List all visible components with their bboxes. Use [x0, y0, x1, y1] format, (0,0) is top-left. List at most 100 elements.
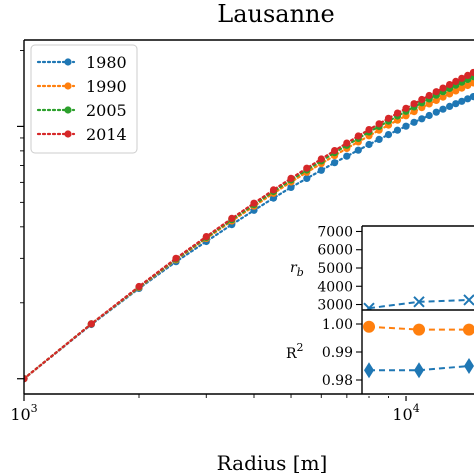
inset-r2-ylabel-sup: 2 [297, 341, 304, 354]
point-2014-1 [87, 320, 95, 328]
point-2014-0 [24, 375, 28, 383]
legend-label: 1990 [86, 77, 127, 96]
legend-marker [64, 130, 72, 138]
point-2014-10 [317, 155, 325, 163]
inset-rb-panel: 3000 4000 5000 6000 7000 rb [290, 224, 474, 314]
legend-entry-2005: 2005 [36, 101, 127, 120]
point-2014-25 [452, 77, 460, 85]
point-2014-8 [287, 174, 295, 182]
point-2014-12 [343, 139, 351, 147]
point-2014-14 [365, 126, 373, 134]
point-2014-28 [469, 68, 474, 77]
point-2014-11 [331, 147, 339, 155]
inset-r2-point-1-1 [414, 362, 424, 379]
legend-entry-2014: 2014 [36, 125, 127, 144]
point-2014-4 [202, 233, 210, 241]
point-1990-25 [452, 87, 460, 95]
inset-r2-point-1-2 [464, 358, 474, 374]
point-2014-15 [375, 120, 383, 128]
point-2014-20 [418, 95, 426, 104]
point-2014-22 [432, 88, 440, 96]
point-1980-10 [317, 166, 325, 174]
inset-r2-ytick-label: 0.98 [322, 373, 353, 389]
series-2014 [24, 68, 474, 383]
legend: 1980 1990 2005 2014 [30, 44, 138, 154]
inset-rb-ytick-label: 7000 [317, 224, 353, 240]
inset-rb-point-0 [363, 302, 375, 310]
point-2014-24 [446, 81, 454, 89]
point-1980-13 [354, 146, 362, 154]
point-2014-9 [303, 164, 311, 172]
legend-marker [64, 82, 72, 90]
point-1980-21 [425, 111, 433, 120]
point-2014-19 [410, 100, 418, 108]
point-1980-18 [402, 122, 410, 130]
point-2014-21 [425, 91, 433, 100]
inset-rb-ylabel-base: r [290, 260, 298, 276]
point-2014-13 [354, 132, 362, 140]
point-2014-17 [393, 109, 402, 117]
point-1980-20 [418, 115, 426, 123]
point-2014-2 [135, 282, 143, 291]
point-2014-16 [384, 114, 393, 122]
point-2014-6 [250, 199, 258, 207]
point-1980-25 [452, 100, 460, 108]
point-1980-15 [375, 135, 383, 143]
x-axis-label: Radius [m] [217, 451, 328, 474]
legend-entry-1980: 1980 [36, 53, 127, 72]
inset-r2-ytick-label: 0.99 [322, 345, 353, 361]
inset-rb-point-1 [413, 296, 425, 308]
inset-r2-point-1-0 [364, 362, 374, 379]
legend-label: 2014 [86, 125, 127, 144]
point-1980-11 [331, 159, 339, 167]
point-1980-23 [439, 105, 447, 113]
point-1980-28 [469, 93, 474, 101]
point-2014-27 [464, 71, 472, 79]
point-2014-3 [172, 254, 180, 262]
inset-rb-ytick-label: 5000 [317, 261, 353, 277]
x-tick-label-0: 103 [10, 402, 37, 424]
inset-r2-point-0-2 [463, 323, 474, 336]
point-1990-23 [439, 93, 447, 101]
point-1980-27 [464, 95, 472, 103]
point-2014-7 [269, 186, 278, 194]
inset-rb-ytick-label: 6000 [317, 243, 353, 259]
point-1980-9 [303, 174, 311, 182]
point-1990-22 [432, 96, 440, 104]
point-1990-27 [464, 81, 472, 90]
point-2014-18 [402, 104, 410, 112]
point-1990-21 [425, 100, 433, 108]
y-ticks [17, 49, 24, 380]
point-1990-26 [458, 84, 466, 92]
point-1980-19 [410, 118, 418, 126]
legend-marker [64, 58, 72, 66]
inset-rb-point-2 [463, 294, 474, 306]
inset-r2-ytick-label: 1.00 [322, 317, 353, 333]
inset-r2-ylabel: R2 [286, 341, 304, 362]
point-1980-8 [287, 183, 295, 191]
plot-area [24, 68, 474, 383]
inset-rb-ytick-label: 4000 [317, 279, 353, 295]
point-1980-22 [432, 108, 440, 116]
x-tick-label-1: 104 [392, 402, 419, 424]
inset-r2-ylabel-base: R [286, 346, 297, 362]
inset-r2-panel: 0.98 0.99 1.00 R2 [286, 309, 474, 396]
inset-r2-point-0-0 [363, 320, 375, 333]
point-1980-14 [365, 140, 373, 149]
point-1980-12 [343, 152, 351, 160]
inset-rb-ylabel: rb [290, 260, 304, 279]
legend-label: 2005 [86, 101, 127, 120]
point-2014-5 [228, 214, 236, 222]
point-2014-23 [439, 84, 447, 92]
chart-title: Lausanne [217, 0, 334, 28]
inset-rb-ylabel-sub: b [297, 266, 304, 279]
legend-label: 1980 [86, 53, 127, 72]
legend-entry-1990: 1990 [36, 77, 127, 96]
point-1980-24 [446, 102, 454, 110]
x-ticks: 103 104 [10, 394, 420, 424]
point-1980-17 [393, 126, 402, 134]
inset-rb-ytick-label: 3000 [317, 298, 353, 314]
legend-box [30, 44, 138, 154]
point-1980-26 [458, 97, 466, 105]
